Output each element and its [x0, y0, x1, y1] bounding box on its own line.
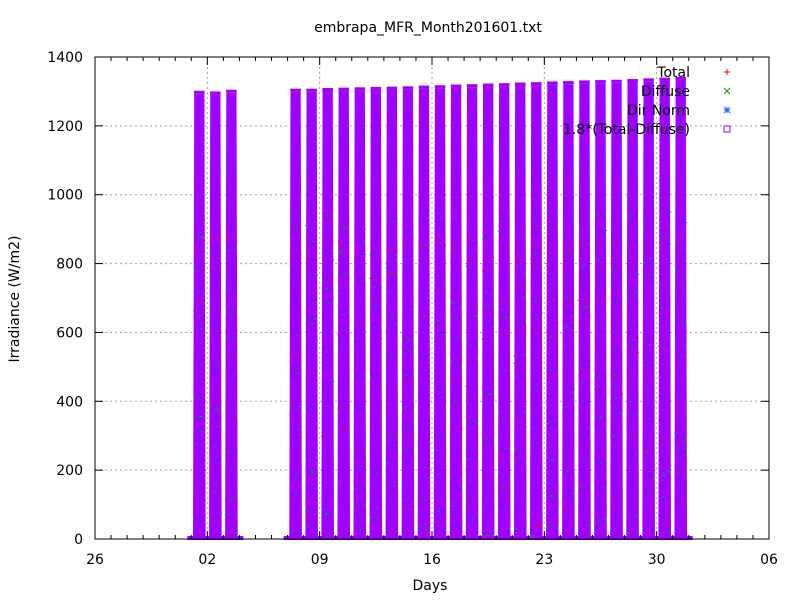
envelope-series-4: [433, 88, 447, 537]
y-tick-label: 200: [56, 463, 83, 479]
day-cluster: [363, 86, 388, 540]
day-cluster: [187, 90, 212, 540]
grid: [95, 57, 769, 539]
envelope-series-4: [385, 89, 399, 537]
day-cluster: [219, 89, 244, 540]
x-tick-label: 26: [86, 552, 104, 568]
envelope-series-4: [481, 86, 495, 537]
envelope-series-4: [610, 82, 623, 538]
legend-marker: [723, 87, 731, 95]
legend-marker: [723, 106, 731, 114]
day-cluster: [411, 85, 436, 540]
chart-title: embrapa_MFR_Month201601.txt: [314, 20, 542, 36]
day-cluster: [203, 91, 228, 540]
day-cluster: [444, 84, 469, 540]
day-cluster: [428, 85, 453, 540]
legend-label: Diffuse: [641, 84, 690, 100]
day-cluster: [572, 80, 597, 540]
envelope-series-4: [337, 90, 351, 538]
legend-item: Total: [656, 65, 730, 81]
day-cluster: [283, 88, 308, 540]
envelope-series-4: [289, 91, 302, 537]
x-axis-label: Days: [413, 578, 448, 594]
legend-item: Diffuse: [641, 84, 731, 100]
x-tick-label: 23: [535, 552, 553, 568]
envelope-series-4: [530, 85, 543, 537]
envelope-series-4: [449, 87, 463, 538]
x-tick-label: 09: [311, 552, 329, 568]
envelope-series-4: [369, 89, 383, 538]
legend-item: Dir Norm: [627, 103, 731, 119]
envelope-series-4: [225, 92, 238, 537]
envelope-series-4: [594, 83, 607, 538]
envelope-series-4: [209, 94, 222, 537]
envelope-series-4: [578, 83, 591, 537]
envelope-series-4: [401, 89, 415, 537]
legend-label: Dir Norm: [627, 103, 690, 119]
legend-label: 1.8*(Total-Diffuse): [563, 122, 690, 138]
envelope-series-4: [626, 82, 639, 537]
envelope-series-4: [513, 85, 527, 537]
y-tick-label: 1200: [47, 119, 83, 135]
y-tick-label: 1400: [47, 50, 83, 66]
axis-ticks: 0 200 400 600 800 1000 1200 1400 26 02 09 16 23 30 06: [47, 50, 778, 568]
envelope-series-4: [658, 80, 671, 538]
day-cluster: [524, 82, 549, 540]
day-cluster: [668, 76, 693, 540]
day-cluster: [331, 87, 356, 540]
x-tick-label: 30: [648, 552, 666, 568]
legend-marker: [723, 125, 731, 133]
envelope-series-4: [321, 90, 334, 537]
legend: Total Diffuse Dir Norm 1.8*(Total-Diffuse): [563, 65, 731, 138]
envelope-series-4: [305, 91, 318, 537]
y-tick-label: 400: [56, 394, 83, 410]
x-tick-label: 06: [760, 552, 778, 568]
y-tick-label: 0: [74, 532, 83, 548]
y-tick-label: 600: [56, 325, 83, 341]
envelope-series-4: [417, 88, 431, 537]
y-axis-label: Irradiance (W/m2): [7, 236, 23, 363]
envelope-series-4: [465, 87, 479, 537]
envelope-series-4: [562, 84, 575, 537]
envelope-series-4: [497, 86, 511, 537]
day-cluster: [347, 87, 372, 540]
day-cluster: [620, 79, 645, 540]
envelope-series-4: [546, 84, 559, 538]
y-tick-label: 1000: [47, 188, 83, 204]
envelope-series-4: [353, 90, 367, 537]
y-tick-label: 800: [56, 257, 83, 273]
day-cluster: [540, 81, 565, 540]
data-layer: [187, 76, 693, 540]
envelope-series-4: [674, 79, 688, 538]
day-cluster: [604, 79, 629, 540]
legend-item: 1.8*(Total-Diffuse): [563, 122, 731, 138]
legend-label: Total: [656, 65, 690, 81]
day-cluster: [588, 80, 613, 540]
x-tick-label: 16: [423, 552, 441, 568]
x-tick-label: 02: [198, 552, 216, 568]
envelope-series-4: [642, 81, 655, 538]
